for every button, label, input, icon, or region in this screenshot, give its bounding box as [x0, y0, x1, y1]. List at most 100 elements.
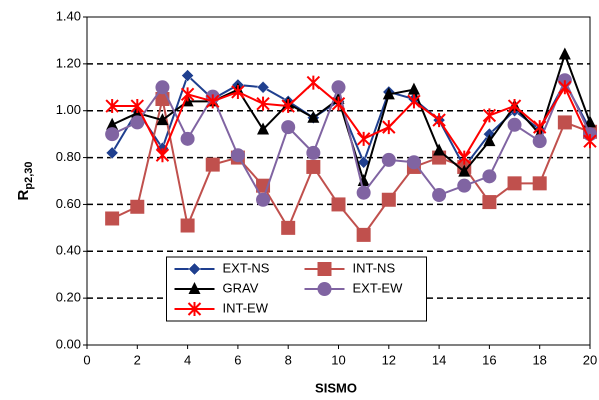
- y-tick-label: 1.40: [56, 8, 81, 23]
- marker: [206, 94, 220, 109]
- marker: [583, 134, 597, 149]
- marker: [156, 113, 169, 126]
- marker: [106, 117, 119, 130]
- marker: [130, 115, 145, 130]
- marker: [281, 99, 295, 114]
- x-tick-label: 14: [432, 352, 446, 367]
- marker: [331, 96, 346, 111]
- x-tick-label: 20: [583, 352, 597, 367]
- marker: [180, 87, 195, 102]
- marker: [356, 227, 371, 242]
- marker: [187, 302, 202, 316]
- marker: [482, 108, 497, 123]
- marker: [307, 110, 320, 123]
- y-tick-label: 1.20: [56, 55, 81, 70]
- y-axis-title-main: R: [15, 189, 32, 200]
- marker: [356, 131, 371, 146]
- marker: [407, 82, 420, 95]
- marker: [457, 150, 471, 165]
- x-tick-label: 0: [83, 352, 90, 367]
- marker: [317, 262, 332, 276]
- x-tick-label: 6: [234, 352, 241, 367]
- marker: [407, 94, 421, 109]
- marker: [507, 176, 522, 191]
- marker: [181, 69, 194, 82]
- marker: [483, 134, 496, 147]
- marker: [155, 80, 170, 95]
- marker: [432, 113, 446, 128]
- marker: [256, 192, 271, 207]
- x-tick-label: 18: [532, 352, 546, 367]
- series-line: [111, 73, 591, 169]
- marker: [584, 115, 596, 128]
- legend-label: GRAV: [223, 280, 259, 295]
- marker: [357, 155, 371, 169]
- marker: [482, 169, 497, 184]
- marker: [331, 80, 346, 95]
- x-tick-label: 16: [482, 352, 496, 367]
- y-tick-label: 0.00: [56, 336, 81, 351]
- marker: [507, 117, 522, 132]
- y-tick-label: 0.20: [56, 290, 81, 305]
- x-tick-label: 10: [331, 352, 345, 367]
- series-line: [111, 77, 591, 203]
- marker: [532, 120, 547, 135]
- marker: [382, 120, 396, 135]
- legend-label: EXT-EW: [353, 280, 404, 295]
- x-tick-label: 8: [285, 352, 292, 367]
- marker: [281, 220, 296, 235]
- y-tick-label: 0.40: [56, 243, 81, 258]
- marker: [256, 96, 270, 111]
- marker: [105, 127, 120, 142]
- marker: [256, 80, 270, 94]
- legend-label: EXT-NS: [223, 260, 270, 275]
- marker: [457, 178, 472, 193]
- marker: [432, 188, 447, 203]
- x-tick-label: 4: [184, 352, 191, 367]
- marker: [230, 148, 245, 163]
- marker: [458, 164, 471, 177]
- legend-label: INT-EW: [223, 300, 269, 315]
- y-axis-title-sub: p2,30: [23, 162, 35, 190]
- marker: [231, 84, 245, 99]
- y-tick-label: 1.00: [56, 102, 81, 117]
- marker: [356, 185, 371, 200]
- marker: [433, 143, 446, 156]
- legend-label: INT-NS: [353, 260, 396, 275]
- marker: [105, 211, 120, 226]
- marker: [130, 99, 145, 114]
- marker: [180, 131, 195, 146]
- marker: [331, 197, 346, 212]
- y-axis-title: Rp2,30: [15, 162, 35, 201]
- marker: [507, 99, 522, 114]
- x-tick-label: 2: [134, 352, 141, 367]
- marker: [306, 159, 321, 174]
- marker: [381, 192, 396, 207]
- marker: [306, 145, 321, 160]
- marker: [155, 148, 170, 163]
- marker: [281, 120, 296, 135]
- marker: [406, 155, 421, 170]
- marker: [381, 152, 396, 167]
- marker: [532, 176, 547, 191]
- marker: [558, 80, 572, 95]
- marker: [558, 47, 571, 60]
- marker: [205, 157, 220, 172]
- marker: [188, 262, 201, 276]
- marker: [382, 87, 395, 100]
- marker: [317, 282, 332, 296]
- marker: [180, 218, 195, 233]
- marker: [257, 122, 270, 135]
- marker: [130, 199, 145, 214]
- marker: [306, 75, 321, 90]
- y-tick-label: 0.80: [56, 149, 81, 164]
- marker: [188, 282, 201, 294]
- x-axis-title: SISMO: [315, 380, 357, 395]
- legend: EXT-NS INT-NS GRAV EXT-EW INT-EW: [166, 256, 427, 322]
- marker: [482, 195, 497, 210]
- marker: [557, 115, 572, 130]
- marker: [532, 134, 547, 149]
- x-tick-label: 12: [382, 352, 396, 367]
- marker: [105, 99, 119, 114]
